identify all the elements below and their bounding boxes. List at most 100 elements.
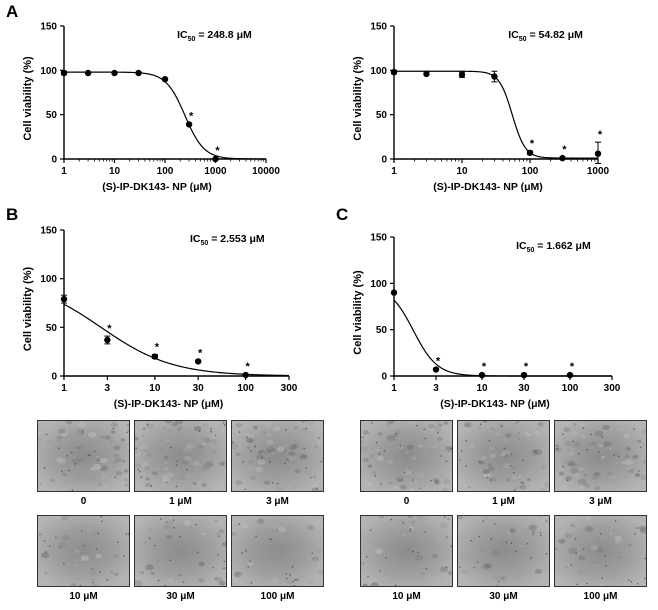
fit-curve [63, 303, 290, 377]
significance-marker: * [198, 347, 203, 359]
x-tick-label: 10 [109, 166, 121, 177]
x-tick-label: 300 [281, 383, 298, 394]
x-tick-label: 100 [237, 383, 254, 394]
chart-c: 0 50 100 150 1 3 10 30 100 300 (S)-IP-DK143- NP (μ… [352, 233, 621, 411]
data-point [60, 69, 68, 77]
panel-label-c: C [336, 205, 349, 224]
data-point [458, 71, 466, 78]
micrograph-left-image-2 [231, 420, 324, 492]
micrograph-left-label-5: 100 μM [260, 591, 295, 602]
data-point [390, 68, 398, 76]
x-axis-label: (S)-IP-DK143- NP (μM) [433, 181, 543, 193]
micrograph-right-image-3 [360, 515, 453, 587]
x-tick-label: 10 [149, 383, 161, 394]
y-tick-label: 150 [40, 22, 57, 33]
significance-marker: * [570, 361, 575, 373]
data-point [151, 353, 159, 360]
x-tick-label: 1 [61, 166, 67, 177]
data-point [60, 295, 68, 303]
micrograph-left-image-3 [37, 515, 130, 587]
data-point [242, 371, 249, 379]
ic50-annotation: IC50 = 248.8 μM [177, 29, 252, 43]
significance-marker: * [524, 361, 529, 373]
y-tick-label: 150 [40, 226, 57, 237]
micrograph-left-label-4: 30 μM [166, 591, 195, 602]
x-tick-label: 1000 [587, 166, 610, 177]
data-point [423, 70, 430, 78]
y-tick-label: 0 [381, 372, 387, 383]
data-point [478, 371, 486, 379]
y-tick-label: 50 [376, 325, 388, 336]
y-axis-label: Cell viability (%) [352, 270, 364, 355]
significance-marker: * [562, 144, 567, 156]
fit-curve [64, 71, 266, 160]
panel-label-a: A [6, 2, 19, 21]
x-tick-label: 300 [604, 383, 621, 394]
x-tick-label: 10 [456, 166, 468, 177]
significance-marker: * [215, 145, 220, 157]
data-point [104, 336, 111, 344]
micrograph-right-image-5 [554, 515, 647, 587]
y-tick-label: 50 [46, 110, 58, 121]
micrograph-right-image-0 [360, 420, 453, 492]
ic50-annotation: IC50 = 54.82 μM [508, 29, 583, 43]
y-axis-label: Cell viability (%) [22, 266, 34, 351]
chart-b: 0 50 100 150 1 3 10 30 100 300 (S)-IP-DK143- NP (μ… [22, 226, 298, 411]
x-tick-label: 3 [433, 383, 439, 394]
data-point [185, 121, 193, 128]
ic50-annotation: IC50 = 1.662 μM [516, 240, 591, 254]
micrograph-right-label-5: 100 μM [583, 591, 618, 602]
fit-curve [393, 299, 612, 377]
micrograph-left-label-2: 3 μM [266, 496, 289, 507]
x-axis-label: (S)-IP-DK143- NP (μM) [114, 398, 224, 410]
micrograph-right-label-1: 1 μM [492, 496, 515, 507]
micrograph-left-label-3: 10 μM [69, 591, 98, 602]
significance-marker: * [155, 342, 160, 354]
data-point [194, 358, 202, 365]
x-tick-label: 100 [522, 166, 539, 177]
significance-marker: * [530, 138, 535, 150]
y-tick-label: 50 [46, 323, 58, 334]
x-tick-label: 100 [562, 383, 579, 394]
data-point [432, 366, 440, 373]
micrograph-right-label-4: 30 μM [489, 591, 518, 602]
significance-marker: * [246, 361, 251, 373]
data-point [491, 73, 498, 80]
data-point [212, 155, 219, 163]
significance-marker: * [482, 361, 487, 373]
data-point [566, 371, 574, 379]
chart-a1: 0 50 100 150 1 10 100 1000 10000 (S)-IP-DK143- NP… [22, 22, 280, 194]
fit-curve [394, 70, 598, 159]
data-point [526, 149, 534, 156]
y-tick-label: 100 [40, 274, 57, 285]
y-axis-label: Cell viability (%) [22, 56, 34, 141]
x-tick-label: 3 [105, 383, 111, 394]
x-tick-label: 1000 [204, 166, 227, 177]
ic50-annotation: IC50 = 2.553 μM [190, 233, 265, 247]
micrograph-left-image-4 [134, 515, 227, 587]
x-tick-label: 1 [391, 383, 397, 394]
y-tick-label: 50 [376, 110, 388, 121]
y-tick-label: 150 [370, 22, 387, 33]
x-tick-label: 30 [518, 383, 530, 394]
micrograph-right-label-3: 10 μM [392, 591, 421, 602]
x-tick-label: 10000 [252, 166, 280, 177]
y-tick-label: 0 [51, 372, 57, 383]
data-point [520, 371, 528, 379]
micrograph-right-image-2 [554, 420, 647, 492]
x-tick-label: 1 [61, 383, 67, 394]
data-point [161, 76, 169, 83]
y-tick-label: 100 [370, 279, 387, 290]
y-tick-label: 100 [370, 66, 387, 77]
x-axis-label: (S)-IP-DK143- NP (μM) [102, 181, 212, 193]
micrograph-left-image-1 [134, 420, 227, 492]
x-axis-label: (S)-IP-DK143- NP (μM) [440, 398, 550, 410]
significance-marker: * [189, 111, 194, 123]
significance-marker: * [598, 129, 603, 141]
data-point [390, 289, 398, 296]
y-tick-label: 100 [40, 66, 57, 77]
data-point [111, 69, 118, 77]
data-point [594, 150, 602, 157]
micrograph-left-image-0 [37, 420, 130, 492]
